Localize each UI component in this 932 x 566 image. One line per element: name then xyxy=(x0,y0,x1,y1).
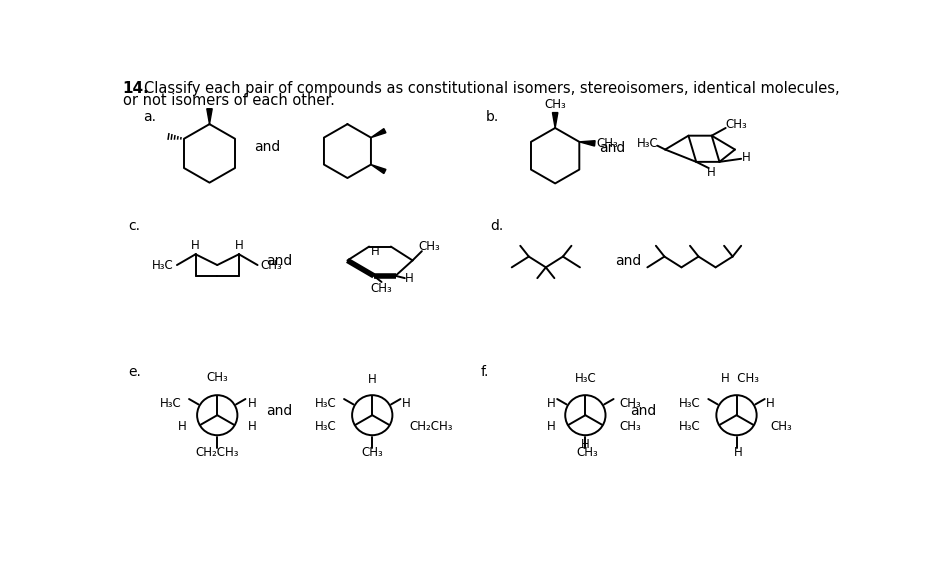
Text: H: H xyxy=(581,438,590,451)
Text: CH₃: CH₃ xyxy=(726,118,747,131)
Text: H₃C: H₃C xyxy=(679,420,701,433)
Text: H: H xyxy=(402,397,410,410)
Text: H: H xyxy=(547,397,555,410)
Text: and: and xyxy=(267,404,293,418)
Text: CH₃: CH₃ xyxy=(771,420,792,433)
Text: H: H xyxy=(742,151,750,164)
Text: or not isomers of each other.: or not isomers of each other. xyxy=(123,93,335,108)
Text: b.: b. xyxy=(487,110,500,125)
Text: H: H xyxy=(405,272,414,285)
Text: H: H xyxy=(547,420,555,433)
Text: and: and xyxy=(615,254,641,268)
Text: H: H xyxy=(766,397,774,410)
Text: and: and xyxy=(630,404,657,418)
Polygon shape xyxy=(580,141,596,146)
Polygon shape xyxy=(553,113,558,128)
Text: CH₂CH₃: CH₂CH₃ xyxy=(409,420,453,433)
Text: H₃C: H₃C xyxy=(574,372,596,385)
Text: c.: c. xyxy=(128,219,140,233)
Text: CH₃: CH₃ xyxy=(418,240,441,253)
Text: H: H xyxy=(248,420,257,433)
Text: H₃C: H₃C xyxy=(152,259,174,272)
Text: H: H xyxy=(368,373,377,386)
Text: a.: a. xyxy=(144,110,157,125)
Text: H: H xyxy=(733,446,743,459)
Polygon shape xyxy=(207,109,212,124)
Text: CH₃: CH₃ xyxy=(620,420,641,433)
Text: e.: e. xyxy=(128,365,141,379)
Text: Classify each pair of compounds as constitutional isomers, stereoisomers, identi: Classify each pair of compounds as const… xyxy=(144,81,840,96)
Polygon shape xyxy=(371,128,386,138)
Text: d.: d. xyxy=(490,219,503,233)
Text: and: and xyxy=(599,141,625,155)
Text: f.: f. xyxy=(481,365,489,379)
Text: CH₃: CH₃ xyxy=(362,446,383,459)
Text: CH₃: CH₃ xyxy=(261,259,282,272)
Text: CH₃: CH₃ xyxy=(620,397,641,410)
Text: H: H xyxy=(248,397,257,410)
Text: CH₃: CH₃ xyxy=(596,137,618,150)
Text: H: H xyxy=(707,166,716,179)
Text: 14.: 14. xyxy=(123,81,149,96)
Text: CH₃: CH₃ xyxy=(206,371,228,384)
Text: CH₂CH₃: CH₂CH₃ xyxy=(196,446,239,459)
Text: H: H xyxy=(235,239,243,252)
Text: H: H xyxy=(191,239,200,252)
Text: H  CH₃: H CH₃ xyxy=(720,372,759,385)
Text: H₃C: H₃C xyxy=(679,397,701,410)
Text: CH₃: CH₃ xyxy=(371,282,392,295)
Text: H: H xyxy=(177,420,186,433)
Polygon shape xyxy=(371,165,386,174)
Text: H₃C: H₃C xyxy=(315,397,336,410)
Text: H₃C: H₃C xyxy=(315,420,336,433)
Text: and: and xyxy=(254,140,281,154)
Text: H: H xyxy=(371,245,379,258)
Text: and: and xyxy=(267,254,293,268)
Text: CH₃: CH₃ xyxy=(576,446,597,459)
Text: CH₃: CH₃ xyxy=(544,98,566,112)
Text: H₃C: H₃C xyxy=(160,397,182,410)
Text: H₃C: H₃C xyxy=(637,137,659,150)
